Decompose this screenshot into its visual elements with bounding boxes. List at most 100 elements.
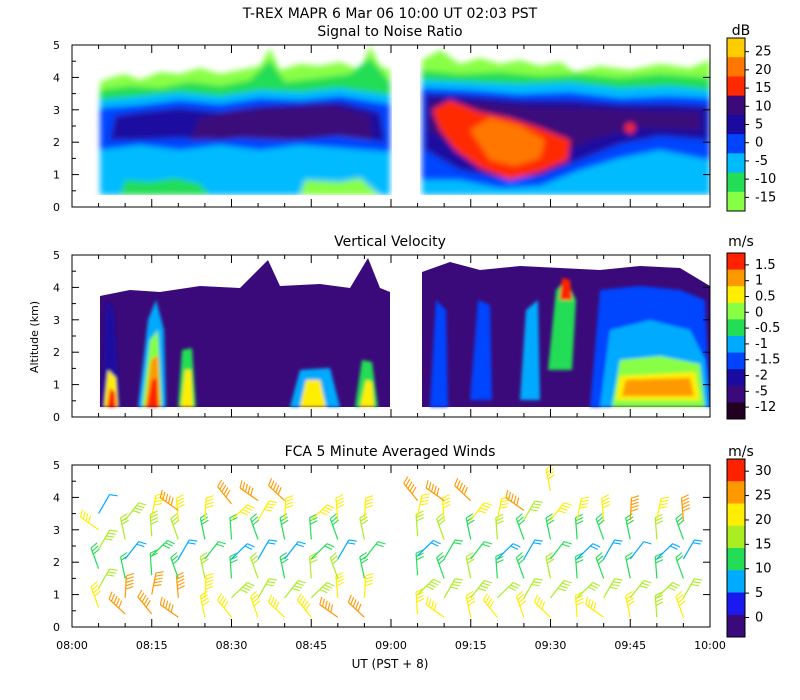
wind-barb xyxy=(159,489,179,511)
colorbar-swatch xyxy=(727,525,745,549)
colorbar-swatch xyxy=(727,95,745,116)
wind-barb xyxy=(682,539,703,560)
wind-barb xyxy=(159,596,179,618)
y-tick-label: 1 xyxy=(53,589,60,602)
wind-barb xyxy=(465,513,475,540)
wind-barb xyxy=(523,539,543,560)
vv-updraft-e-core xyxy=(360,380,374,407)
colorbar-unit-label: m/s xyxy=(728,444,754,460)
colorbar-frame xyxy=(726,458,746,638)
wind-barb xyxy=(217,592,232,618)
wind-barb xyxy=(415,588,425,615)
wind-panel: FCA 5 Minute Averaged Winds xyxy=(80,444,703,618)
wind-barb xyxy=(98,568,118,589)
wind-barb xyxy=(175,571,186,598)
colorbar-tick-label: 0 xyxy=(755,305,763,320)
wind-barb xyxy=(124,502,147,521)
y-tick-label: 0 xyxy=(53,621,60,634)
snr-heatmap xyxy=(72,45,710,207)
wind-barb xyxy=(151,571,164,595)
vv-col-3 xyxy=(520,300,540,400)
colorbar-swatch xyxy=(727,114,745,135)
wind-barb xyxy=(595,513,605,540)
snr-data-gap xyxy=(392,45,420,207)
wind-barb xyxy=(496,543,521,560)
snr-low-green-1 xyxy=(120,178,210,195)
x-tick-label: 09:00 xyxy=(375,639,407,652)
x-tick-label: 09:45 xyxy=(614,639,646,652)
wind-barb xyxy=(470,579,493,599)
wind-barb xyxy=(483,592,498,618)
colorbar-tick-label: -2 xyxy=(755,369,768,384)
wind-barb xyxy=(231,504,255,521)
snr-band-purple xyxy=(190,105,372,140)
colorbar-frame xyxy=(726,252,746,420)
wind-barb xyxy=(680,494,691,521)
colorbar-swatch xyxy=(727,57,745,77)
axes-layer: 0 1 2 3 4 5 0 1 2 3 4 5 0 1 2 3 4 5 08:00 08:15 08:30 08:45 09… xyxy=(53,39,726,652)
wind-barb xyxy=(436,552,446,579)
wind-barb xyxy=(425,480,445,502)
wind-barb xyxy=(98,494,118,514)
wind-barb xyxy=(576,582,601,599)
colorbar-tick-label: 20 xyxy=(755,513,772,528)
wind-barb xyxy=(629,495,640,521)
wind-barb xyxy=(279,513,289,540)
wind-barb xyxy=(470,502,493,521)
wind-barb xyxy=(550,541,572,560)
wind-barb xyxy=(90,581,101,608)
wind-barb xyxy=(309,513,318,540)
wind-barb xyxy=(505,489,525,511)
wind-barb xyxy=(441,494,451,521)
colorbar-swatch xyxy=(727,481,745,504)
vv-updraft-d-core xyxy=(300,380,326,407)
wind-barb xyxy=(629,579,652,599)
wind-barb xyxy=(656,582,681,599)
colorbar-unit-label: m/s xyxy=(728,234,754,250)
colorbar-tick-label: 25 xyxy=(755,489,772,504)
wind-barb xyxy=(98,529,118,550)
y-tick-label: 4 xyxy=(53,71,60,84)
x-tick-label: 09:30 xyxy=(535,639,567,652)
wind-barb xyxy=(124,572,135,598)
wind-barb xyxy=(257,539,278,560)
colorbar-tick-label: -1.5 xyxy=(755,353,780,368)
wind-barb xyxy=(149,510,159,537)
colorbar-tick-label: 20 xyxy=(755,63,772,78)
wind-barb xyxy=(417,539,441,557)
y-tick-label: 5 xyxy=(53,249,60,262)
wind-barb xyxy=(496,496,510,521)
colorbar-tick-label: 10 xyxy=(755,562,772,577)
wind-barb xyxy=(177,539,198,560)
wind-barb xyxy=(533,594,551,618)
wind-barb xyxy=(204,572,214,598)
wind-barb xyxy=(239,480,259,502)
wind-barb xyxy=(284,579,307,599)
vv-updraft-c-core xyxy=(181,370,193,407)
figure-title: T-REX MAPR 6 Mar 06 10:00 UT 02:03 PST xyxy=(242,6,538,22)
colorbar-tick-label: 5 xyxy=(755,118,763,133)
wind-barb xyxy=(108,591,126,615)
x-tick-label: 08:15 xyxy=(136,639,168,652)
wind-barb xyxy=(454,478,472,502)
wind-barb xyxy=(329,552,339,579)
y-tick-label: 4 xyxy=(53,491,60,504)
wind-barb xyxy=(523,578,543,599)
colorbar-swatch xyxy=(727,503,745,527)
x-tick-label: 09:15 xyxy=(455,639,487,652)
y-tick-label: 2 xyxy=(53,346,60,359)
axes-panel-2: 0 1 2 3 4 5 xyxy=(53,249,711,424)
colorbar-3: m/s30 25 20 15 10 5 0 xyxy=(726,444,772,638)
wind-barb xyxy=(284,495,294,521)
colorbar-swatch xyxy=(727,172,745,193)
wind-barb xyxy=(654,552,664,579)
vv-panel: Vertical Velocity xyxy=(100,234,710,417)
colorbar-swatch xyxy=(727,352,745,370)
y-tick-label: 5 xyxy=(53,39,60,52)
wind-barb xyxy=(425,596,445,618)
wind-barb xyxy=(170,552,180,579)
wind-barb xyxy=(675,590,686,618)
wind-barb xyxy=(465,552,475,579)
wind-barb xyxy=(199,513,209,540)
